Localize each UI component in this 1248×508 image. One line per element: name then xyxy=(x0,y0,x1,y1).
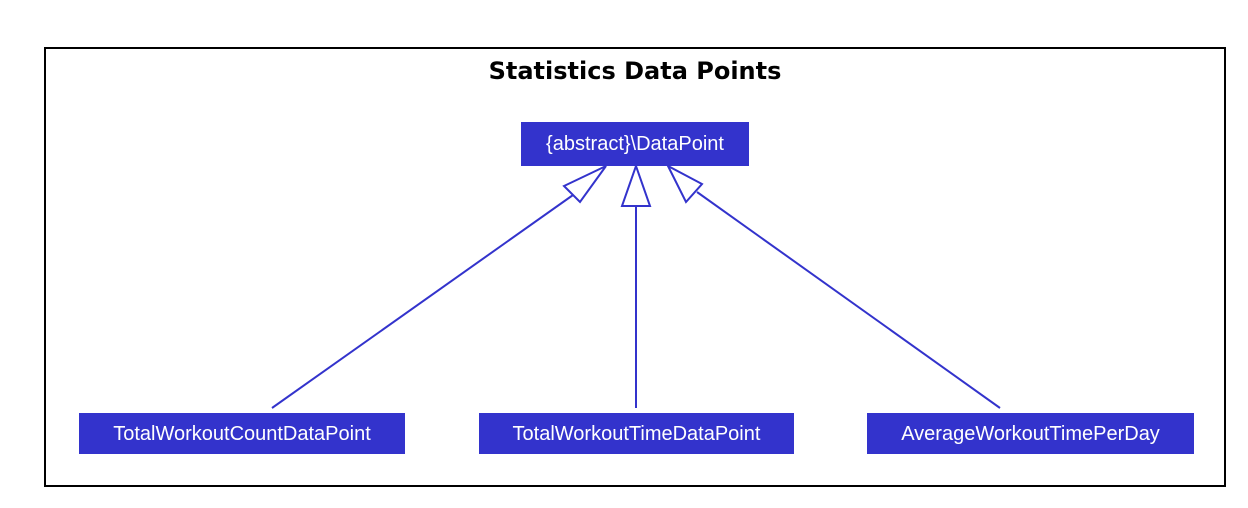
class-node-datapoint: {abstract}\DataPoint xyxy=(521,122,749,166)
package-frame xyxy=(44,47,1226,487)
inheritance-arrowhead xyxy=(562,165,607,204)
class-node-total-workout-time: TotalWorkoutTimeDataPoint xyxy=(479,413,794,454)
edge-total-workout-time xyxy=(620,162,652,408)
class-node-average-workout-time: AverageWorkoutTimePerDay xyxy=(867,413,1194,454)
inheritance-arrowhead xyxy=(665,163,704,204)
edge-total-workout-count xyxy=(271,165,607,409)
diagram-title: Statistics Data Points xyxy=(488,57,782,85)
inheritance-arrowhead xyxy=(620,162,652,207)
edge-average-workout-time xyxy=(665,163,1001,409)
class-node-total-workout-count: TotalWorkoutCountDataPoint xyxy=(79,413,405,454)
